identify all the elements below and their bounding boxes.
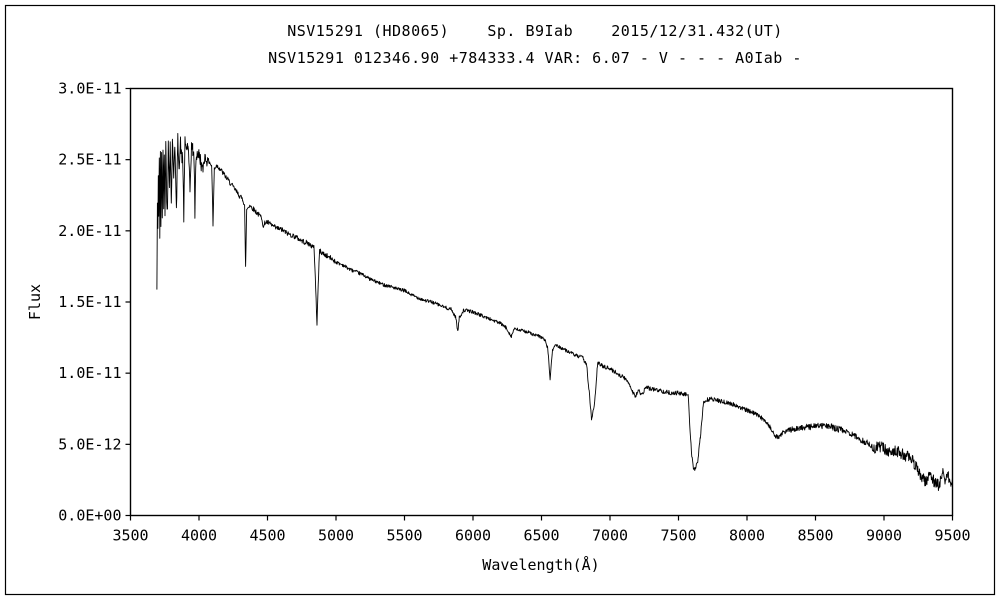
x-tick-label: 3500 bbox=[112, 527, 148, 545]
x-tick-label: 4000 bbox=[181, 527, 217, 545]
x-tick-label: 9000 bbox=[866, 527, 902, 545]
x-tick-label: 9500 bbox=[934, 527, 970, 545]
y-tick-label: 2.5E-11 bbox=[58, 151, 121, 169]
x-tick-label: 8000 bbox=[729, 527, 765, 545]
axis-ticks: 3500 4000 4500 5000 5500 6000 6500 7000 7500 8000… bbox=[58, 80, 970, 545]
chart-subtitle: NSV15291 012346.90 +784333.4 VAR: 6.07 -… bbox=[268, 49, 802, 67]
outer-border bbox=[4, 4, 996, 596]
y-tick-label: 2.0E-11 bbox=[58, 222, 121, 240]
x-tick-label: 4500 bbox=[249, 527, 285, 545]
plot-area bbox=[129, 87, 954, 517]
y-tick-label: 3.0E-11 bbox=[58, 80, 121, 98]
y-tick-label: 0.0E+00 bbox=[58, 507, 121, 525]
x-tick-label: 6500 bbox=[523, 527, 559, 545]
y-tick-label: 5.0E-12 bbox=[58, 435, 121, 453]
x-tick-label: 5000 bbox=[318, 527, 354, 545]
x-tick-label: 8500 bbox=[797, 527, 833, 545]
y-tick-label: 1.0E-11 bbox=[58, 364, 121, 382]
y-tick-label: 1.5E-11 bbox=[58, 293, 121, 311]
y-axis-label: Flux bbox=[26, 284, 44, 320]
x-tick-label: 7000 bbox=[592, 527, 628, 545]
x-axis-label: Wavelength(Å) bbox=[482, 555, 599, 574]
chart-title: NSV15291 (HD8065) Sp. B9Iab 2015/12/31.4… bbox=[287, 22, 783, 40]
spectrum-line bbox=[156, 132, 953, 492]
x-tick-label: 5500 bbox=[386, 527, 422, 545]
x-tick-label: 7500 bbox=[660, 527, 696, 545]
x-tick-label: 6000 bbox=[455, 527, 491, 545]
